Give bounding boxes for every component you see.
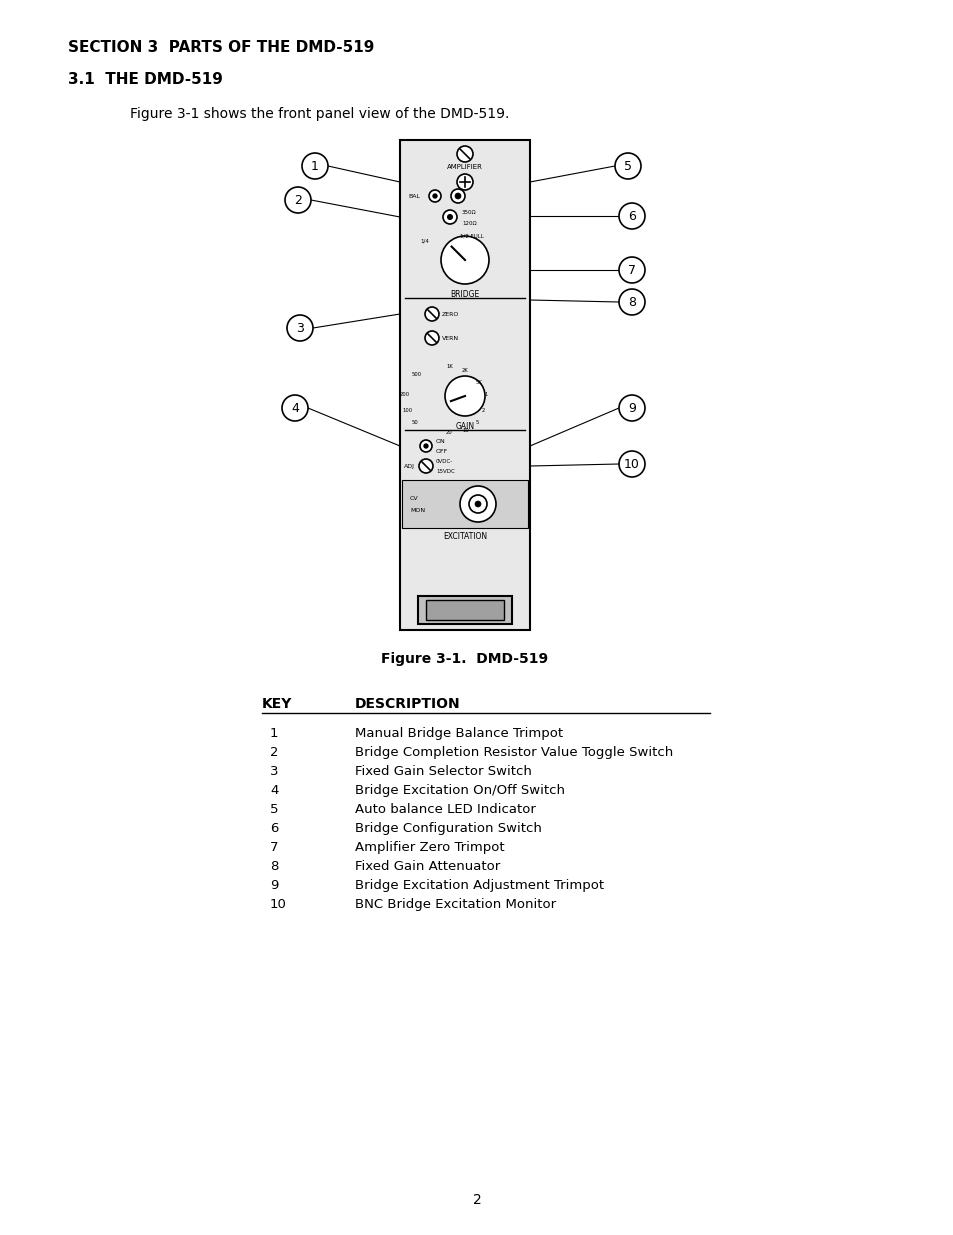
Text: 4: 4: [291, 401, 298, 415]
Text: 15VDC: 15VDC: [436, 468, 455, 473]
Bar: [401, 480, 527, 529]
Text: CV: CV: [410, 495, 418, 500]
Text: Amplifier Zero Trimpot: Amplifier Zero Trimpot: [355, 841, 504, 853]
Circle shape: [451, 189, 464, 203]
Text: ON: ON: [436, 438, 445, 443]
Text: 500: 500: [412, 372, 421, 377]
Circle shape: [423, 443, 428, 448]
Text: Bridge Completion Resistor Value Toggle Switch: Bridge Completion Resistor Value Toggle …: [355, 746, 673, 760]
Text: 50: 50: [412, 420, 418, 425]
Bar: [399, 140, 530, 630]
Text: 7: 7: [270, 841, 278, 853]
Text: 200: 200: [399, 391, 410, 396]
Text: Bridge Excitation Adjustment Trimpot: Bridge Excitation Adjustment Trimpot: [355, 879, 603, 892]
Text: BAL: BAL: [408, 194, 419, 199]
Circle shape: [618, 257, 644, 283]
Text: Fixed Gain Selector Switch: Fixed Gain Selector Switch: [355, 764, 532, 778]
Text: DESCRIPTION: DESCRIPTION: [355, 697, 460, 711]
Text: 20: 20: [446, 430, 453, 435]
Text: 100: 100: [401, 408, 412, 412]
Circle shape: [418, 459, 433, 473]
Text: 9: 9: [270, 879, 278, 892]
Circle shape: [424, 331, 438, 345]
Bar: [417, 597, 512, 624]
Text: 5K: 5K: [476, 379, 482, 384]
Circle shape: [419, 440, 432, 452]
Text: 4: 4: [270, 784, 278, 797]
Circle shape: [618, 203, 644, 228]
Text: Bridge Excitation On/Off Switch: Bridge Excitation On/Off Switch: [355, 784, 564, 797]
Text: 6: 6: [270, 823, 278, 835]
Circle shape: [469, 495, 486, 513]
Text: 8: 8: [627, 295, 636, 309]
Text: 5: 5: [476, 420, 478, 425]
Text: Figure 3-1.  DMD-519: Figure 3-1. DMD-519: [381, 652, 548, 666]
Text: BNC Bridge Excitation Monitor: BNC Bridge Excitation Monitor: [355, 898, 556, 911]
Bar: [426, 600, 503, 620]
Circle shape: [440, 236, 489, 284]
Circle shape: [442, 210, 456, 224]
Circle shape: [618, 451, 644, 477]
Circle shape: [433, 194, 436, 198]
Text: 2: 2: [270, 746, 278, 760]
Circle shape: [302, 153, 328, 179]
Text: ZERO: ZERO: [441, 311, 459, 316]
Text: SECTION 3  PARTS OF THE DMD-519: SECTION 3 PARTS OF THE DMD-519: [68, 40, 374, 56]
Text: Figure 3-1 shows the front panel view of the DMD-519.: Figure 3-1 shows the front panel view of…: [130, 107, 509, 121]
Circle shape: [456, 174, 473, 190]
Text: 1K: 1K: [446, 363, 453, 368]
Text: 3.1  THE DMD-519: 3.1 THE DMD-519: [68, 72, 223, 86]
Text: 120Ω: 120Ω: [461, 221, 476, 226]
Text: Manual Bridge Balance Trimpot: Manual Bridge Balance Trimpot: [355, 727, 562, 740]
Text: Fixed Gain Attenuator: Fixed Gain Attenuator: [355, 860, 499, 873]
Text: GAIN: GAIN: [455, 422, 474, 431]
Circle shape: [444, 375, 484, 416]
Text: Bridge Configuration Switch: Bridge Configuration Switch: [355, 823, 541, 835]
Text: MON: MON: [410, 508, 425, 513]
Text: 8: 8: [270, 860, 278, 873]
Circle shape: [615, 153, 640, 179]
Text: 9: 9: [627, 401, 636, 415]
Circle shape: [459, 487, 496, 522]
Text: 1: 1: [270, 727, 278, 740]
Text: KEY: KEY: [262, 697, 292, 711]
Text: ADJ: ADJ: [403, 463, 415, 468]
Text: 7: 7: [627, 263, 636, 277]
Circle shape: [618, 395, 644, 421]
Text: 1/4: 1/4: [419, 238, 429, 243]
Circle shape: [447, 215, 452, 220]
Text: 2: 2: [472, 1193, 481, 1207]
Text: AMPLIFIER: AMPLIFIER: [447, 164, 482, 170]
Circle shape: [287, 315, 313, 341]
Text: 2: 2: [481, 408, 485, 412]
Circle shape: [618, 289, 644, 315]
Circle shape: [285, 186, 311, 212]
Text: 0VDC-: 0VDC-: [436, 458, 453, 463]
Text: 5: 5: [270, 803, 278, 816]
Text: OFF: OFF: [436, 448, 448, 453]
Text: EXCITATION: EXCITATION: [442, 532, 487, 541]
Text: VERN: VERN: [441, 336, 458, 341]
Text: 350Ω: 350Ω: [461, 210, 476, 215]
Text: 1: 1: [483, 391, 487, 396]
Text: 2K: 2K: [461, 368, 468, 373]
Text: 10: 10: [623, 457, 639, 471]
Text: 1/2 FULL: 1/2 FULL: [459, 233, 483, 238]
Text: 10: 10: [461, 427, 468, 432]
Text: 2: 2: [294, 194, 301, 206]
Text: 3: 3: [270, 764, 278, 778]
Circle shape: [456, 146, 473, 162]
Text: 5: 5: [623, 159, 631, 173]
Circle shape: [282, 395, 308, 421]
Circle shape: [475, 501, 480, 508]
Text: 10: 10: [270, 898, 287, 911]
Text: 1: 1: [311, 159, 318, 173]
Circle shape: [429, 190, 440, 203]
Text: 6: 6: [627, 210, 636, 222]
Text: BRIDGE: BRIDGE: [450, 290, 479, 299]
Circle shape: [455, 193, 460, 199]
Text: Auto balance LED Indicator: Auto balance LED Indicator: [355, 803, 536, 816]
Circle shape: [424, 308, 438, 321]
Text: 3: 3: [295, 321, 304, 335]
